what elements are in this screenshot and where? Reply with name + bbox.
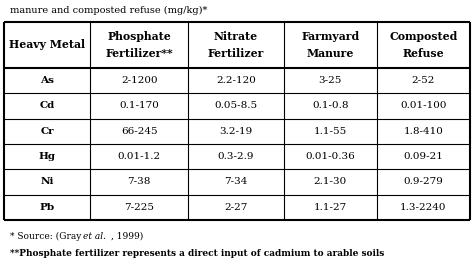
- Text: Composted: Composted: [389, 31, 457, 42]
- Text: Heavy Metal: Heavy Metal: [9, 39, 85, 50]
- Text: 2.2-120: 2.2-120: [216, 76, 256, 85]
- Text: 0.01-0.36: 0.01-0.36: [305, 152, 355, 161]
- Text: 2-52: 2-52: [412, 76, 435, 85]
- Text: 1.3-2240: 1.3-2240: [400, 203, 447, 212]
- Text: * Source: (Gray: * Source: (Gray: [10, 232, 84, 241]
- Text: Phosphate: Phosphate: [107, 31, 171, 42]
- Text: Ni: Ni: [40, 177, 54, 187]
- Text: Refuse: Refuse: [402, 48, 444, 59]
- Text: 1.1-55: 1.1-55: [314, 127, 347, 136]
- Text: Cd: Cd: [39, 102, 55, 110]
- Text: 1.8-410: 1.8-410: [403, 127, 443, 136]
- Text: 7-34: 7-34: [224, 177, 247, 187]
- Text: Farmyard: Farmyard: [301, 31, 359, 42]
- Text: manure and composted refuse (mg/kg)*: manure and composted refuse (mg/kg)*: [10, 6, 207, 15]
- Text: Pb: Pb: [39, 203, 55, 212]
- Text: **Phosphate fertilizer represents a direct input of cadmium to arable soils: **Phosphate fertilizer represents a dire…: [10, 249, 384, 258]
- Text: 2-27: 2-27: [224, 203, 247, 212]
- Text: Hg: Hg: [38, 152, 55, 161]
- Text: 3.2-19: 3.2-19: [219, 127, 253, 136]
- Text: 7-225: 7-225: [124, 203, 154, 212]
- Text: 7-38: 7-38: [128, 177, 151, 187]
- Text: Fertilizer: Fertilizer: [208, 48, 264, 59]
- Text: Nitrate: Nitrate: [214, 31, 258, 42]
- Text: 0.3-2.9: 0.3-2.9: [218, 152, 254, 161]
- Text: 3-25: 3-25: [319, 76, 342, 85]
- Text: 0.9-279: 0.9-279: [403, 177, 443, 187]
- Text: Fertilizer**: Fertilizer**: [105, 48, 173, 59]
- Text: 0.1-0.8: 0.1-0.8: [312, 102, 348, 110]
- Text: 2-1200: 2-1200: [121, 76, 157, 85]
- Text: 0.01-100: 0.01-100: [400, 102, 447, 110]
- Text: 2.1-30: 2.1-30: [314, 177, 347, 187]
- Text: 1.1-27: 1.1-27: [314, 203, 347, 212]
- Text: 0.01-1.2: 0.01-1.2: [118, 152, 161, 161]
- Text: 66-245: 66-245: [121, 127, 157, 136]
- Text: Cr: Cr: [40, 127, 54, 136]
- Text: 0.09-21: 0.09-21: [403, 152, 443, 161]
- Text: et al.: et al.: [83, 232, 107, 241]
- Text: Manure: Manure: [307, 48, 354, 59]
- Text: , 1999): , 1999): [111, 232, 143, 241]
- Text: As: As: [40, 76, 54, 85]
- Text: 0.05-8.5: 0.05-8.5: [214, 102, 257, 110]
- Text: 0.1-170: 0.1-170: [119, 102, 159, 110]
